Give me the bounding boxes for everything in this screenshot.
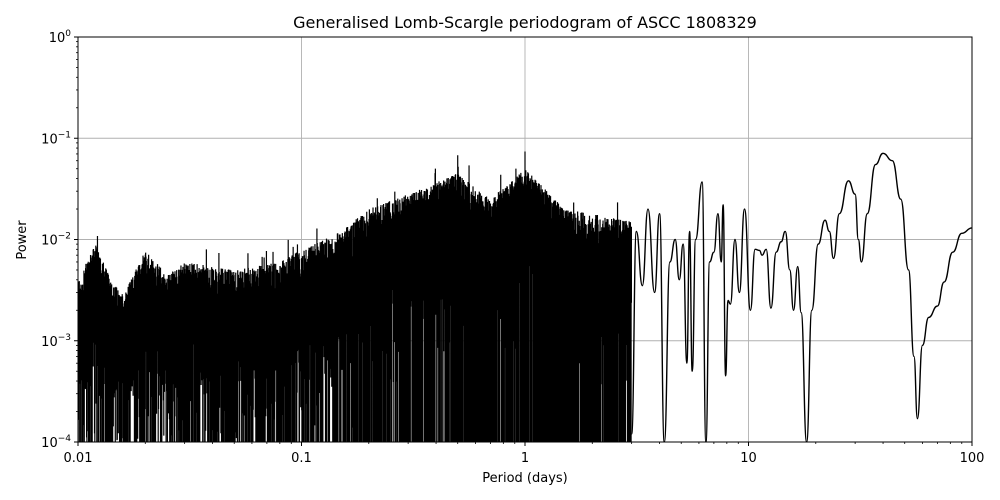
y-tick-label: 10−1 [41, 130, 71, 147]
y-tick-label: 10−3 [41, 333, 71, 350]
x-tick-label: 100 [960, 451, 985, 466]
x-axis-label: Period (days) [482, 471, 568, 486]
periodogram-noise-region [78, 151, 633, 442]
periodogram-line [630, 152, 972, 442]
x-tick-label: 1 [521, 451, 529, 466]
x-tick-label: 0.01 [64, 451, 93, 466]
y-tick-label: 10−4 [41, 434, 71, 451]
y-tick-label: 100 [49, 29, 72, 46]
x-tick-label: 10 [740, 451, 757, 466]
y-axis-label: Power [15, 220, 30, 260]
y-tick-label: 10−2 [41, 232, 71, 249]
x-axis-ticks: 0.01 0.1 1 10 100 [64, 442, 985, 466]
chart-title: Generalised Lomb-Scargle periodogram of … [293, 13, 757, 32]
y-axis-ticks: 100 10−1 10−2 10−3 10−4 [41, 29, 78, 451]
x-tick-label: 0.1 [291, 451, 312, 466]
